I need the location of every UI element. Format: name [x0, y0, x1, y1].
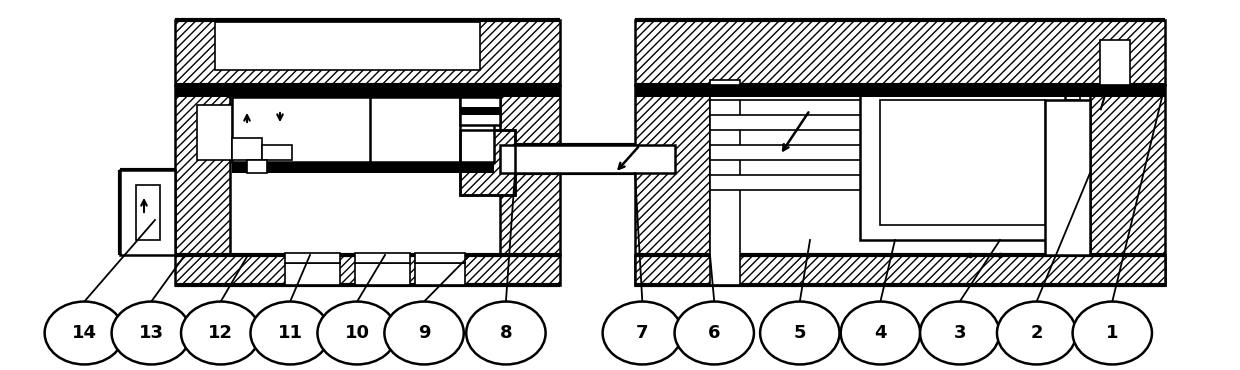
Bar — [711, 145, 1011, 160]
Text: 1: 1 — [1106, 324, 1118, 342]
Bar — [635, 255, 1166, 285]
Ellipse shape — [317, 302, 397, 364]
Ellipse shape — [181, 302, 260, 364]
Bar — [1100, 40, 1130, 85]
Bar — [460, 130, 515, 195]
Bar — [232, 97, 494, 162]
Bar — [415, 263, 465, 285]
Bar — [232, 162, 494, 173]
Bar — [247, 160, 267, 173]
Bar — [711, 85, 1080, 100]
Bar — [460, 130, 515, 195]
Ellipse shape — [112, 302, 191, 364]
Bar — [175, 255, 560, 285]
Bar — [136, 185, 160, 240]
Ellipse shape — [466, 302, 546, 364]
Bar — [232, 138, 262, 160]
Text: 5: 5 — [794, 324, 806, 342]
Text: 6: 6 — [708, 324, 720, 342]
Text: 3: 3 — [954, 324, 966, 342]
Text: 12: 12 — [208, 324, 233, 342]
Text: 11: 11 — [278, 324, 303, 342]
Bar — [500, 85, 560, 255]
Bar — [370, 97, 460, 162]
Ellipse shape — [997, 302, 1076, 364]
Ellipse shape — [675, 302, 754, 364]
Bar — [711, 80, 740, 285]
Bar — [355, 253, 410, 263]
Bar — [880, 100, 1045, 225]
Bar — [370, 162, 460, 173]
Bar — [120, 170, 175, 255]
Bar — [460, 107, 500, 115]
Bar — [262, 145, 291, 160]
Bar — [711, 115, 1045, 130]
Bar — [175, 20, 560, 85]
Bar — [460, 97, 500, 125]
Bar — [1090, 85, 1166, 285]
Text: 14: 14 — [72, 324, 97, 342]
Ellipse shape — [384, 302, 464, 364]
Ellipse shape — [1073, 302, 1152, 364]
Bar — [635, 20, 1166, 85]
Bar — [285, 253, 340, 263]
Bar — [285, 263, 340, 285]
Ellipse shape — [45, 302, 124, 364]
Bar — [1045, 100, 1090, 255]
Ellipse shape — [603, 302, 682, 364]
Bar — [175, 85, 560, 97]
Bar — [711, 175, 975, 190]
Text: 4: 4 — [874, 324, 887, 342]
Bar — [861, 85, 1065, 240]
Bar — [175, 85, 229, 255]
Text: 13: 13 — [139, 324, 164, 342]
Bar — [415, 253, 465, 263]
Bar — [635, 85, 711, 285]
Ellipse shape — [250, 302, 330, 364]
Ellipse shape — [760, 302, 839, 364]
Bar — [197, 105, 232, 160]
Text: 10: 10 — [345, 324, 370, 342]
Bar — [215, 22, 480, 70]
Ellipse shape — [920, 302, 999, 364]
Text: 8: 8 — [500, 324, 512, 342]
Text: 9: 9 — [418, 324, 430, 342]
Bar — [500, 145, 675, 173]
Bar — [635, 85, 1166, 97]
Text: 2: 2 — [1030, 324, 1043, 342]
Ellipse shape — [841, 302, 920, 364]
Bar — [355, 263, 410, 285]
Text: 7: 7 — [636, 324, 649, 342]
